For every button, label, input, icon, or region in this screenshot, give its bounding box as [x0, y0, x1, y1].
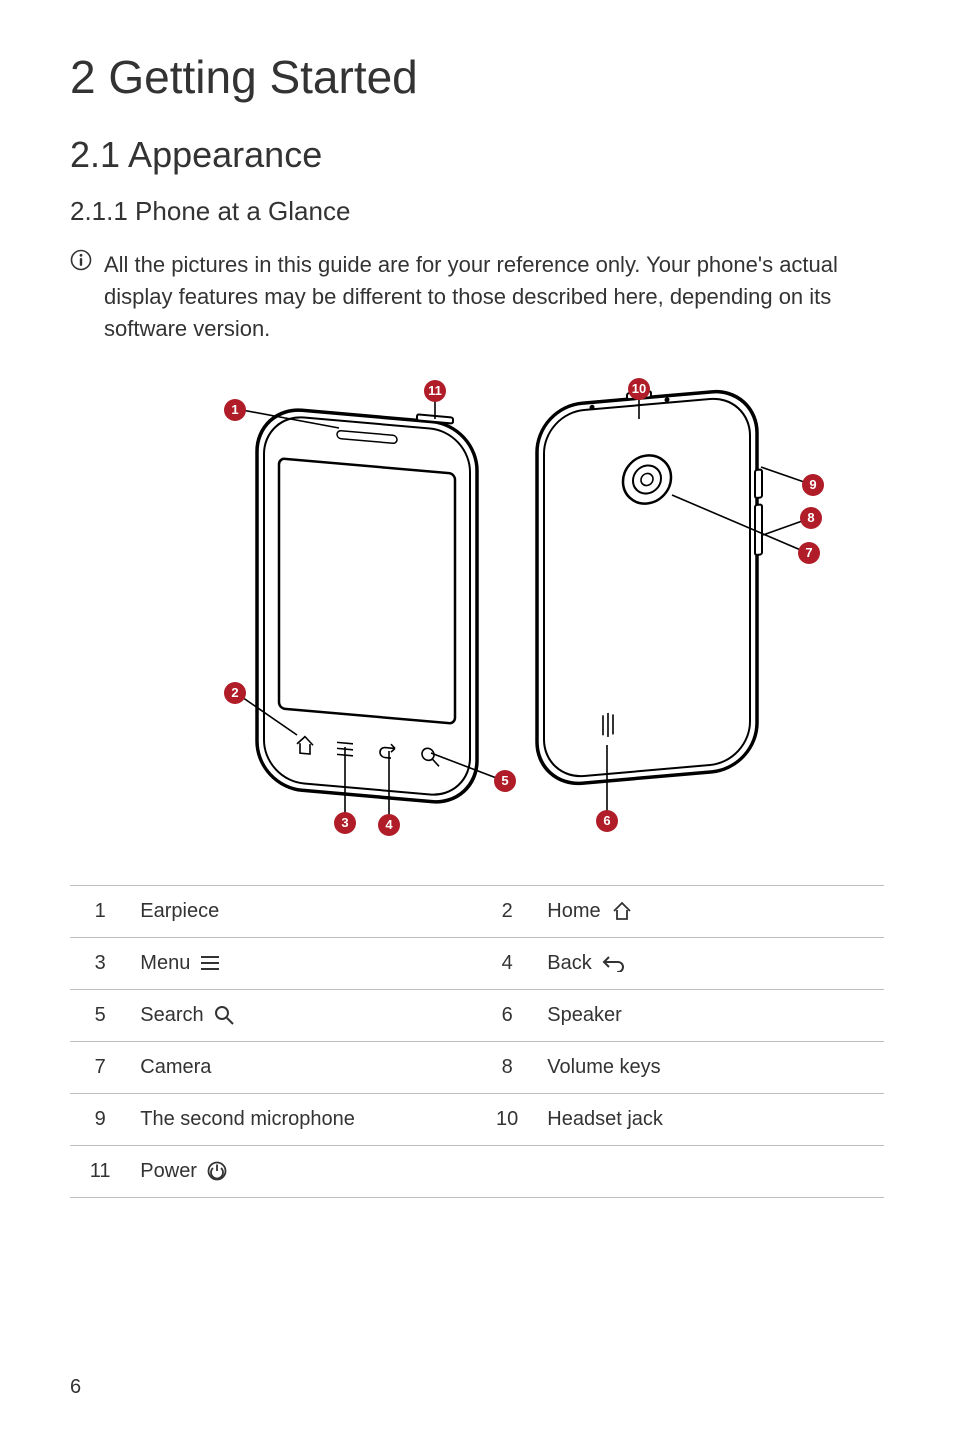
legend-label: Power [130, 1145, 477, 1197]
legend-label: Headset jack [537, 1093, 884, 1145]
legend-table: 1 Earpiece 2 Home 3 [70, 885, 884, 1198]
legend-label: Back [537, 937, 884, 989]
legend-num: 8 [477, 1041, 537, 1093]
legend-num: 2 [477, 885, 537, 937]
phone-diagram: 1 11 2 3 4 5 [70, 375, 884, 865]
page-number: 6 [70, 1376, 81, 1399]
callout-8: 8 [807, 510, 814, 525]
legend-num: 4 [477, 937, 537, 989]
home-icon [611, 900, 633, 922]
callout-11: 11 [428, 383, 442, 398]
note-block: All the pictures in this guide are for y… [70, 249, 884, 345]
legend-label [537, 1145, 884, 1197]
subsection-title: 2.1.1 Phone at a Glance [70, 196, 884, 227]
note-text: All the pictures in this guide are for y… [104, 249, 884, 345]
callout-3: 3 [341, 815, 348, 830]
legend-label: Volume keys [537, 1041, 884, 1093]
legend-num: 10 [477, 1093, 537, 1145]
legend-label: Search [130, 989, 477, 1041]
table-row: 7 Camera 8 Volume keys [70, 1041, 884, 1093]
chapter-title: 2 Getting Started [70, 50, 884, 104]
table-row: 9 The second microphone 10 Headset jack [70, 1093, 884, 1145]
callout-10: 10 [632, 381, 646, 396]
table-row: 1 Earpiece 2 Home [70, 885, 884, 937]
legend-num: 7 [70, 1041, 130, 1093]
table-row: 11 Power [70, 1145, 884, 1197]
power-icon [207, 1161, 227, 1181]
legend-label: Home [537, 885, 884, 937]
search-icon [214, 1005, 234, 1025]
callout-2: 2 [231, 685, 238, 700]
callout-6: 6 [603, 813, 610, 828]
legend-num: 9 [70, 1093, 130, 1145]
menu-icon [200, 954, 220, 972]
legend-label: Speaker [537, 989, 884, 1041]
legend-num: 11 [70, 1145, 130, 1197]
legend-num: 3 [70, 937, 130, 989]
info-icon [70, 249, 92, 271]
callout-5: 5 [501, 773, 508, 788]
legend-label: Camera [130, 1041, 477, 1093]
legend-num: 6 [477, 989, 537, 1041]
legend-num [477, 1145, 537, 1197]
legend-label: Menu [130, 937, 477, 989]
callout-1: 1 [231, 402, 238, 417]
callout-4: 4 [385, 817, 393, 832]
table-row: 3 Menu 4 Back [70, 937, 884, 989]
legend-label: The second microphone [130, 1093, 477, 1145]
legend-num: 1 [70, 885, 130, 937]
section-title: 2.1 Appearance [70, 134, 884, 176]
table-row: 5 Search 6 Speaker [70, 989, 884, 1041]
legend-num: 5 [70, 989, 130, 1041]
callout-7: 7 [805, 545, 812, 560]
legend-label: Earpiece [130, 885, 477, 937]
callout-9: 9 [809, 477, 816, 492]
back-icon [602, 954, 626, 972]
